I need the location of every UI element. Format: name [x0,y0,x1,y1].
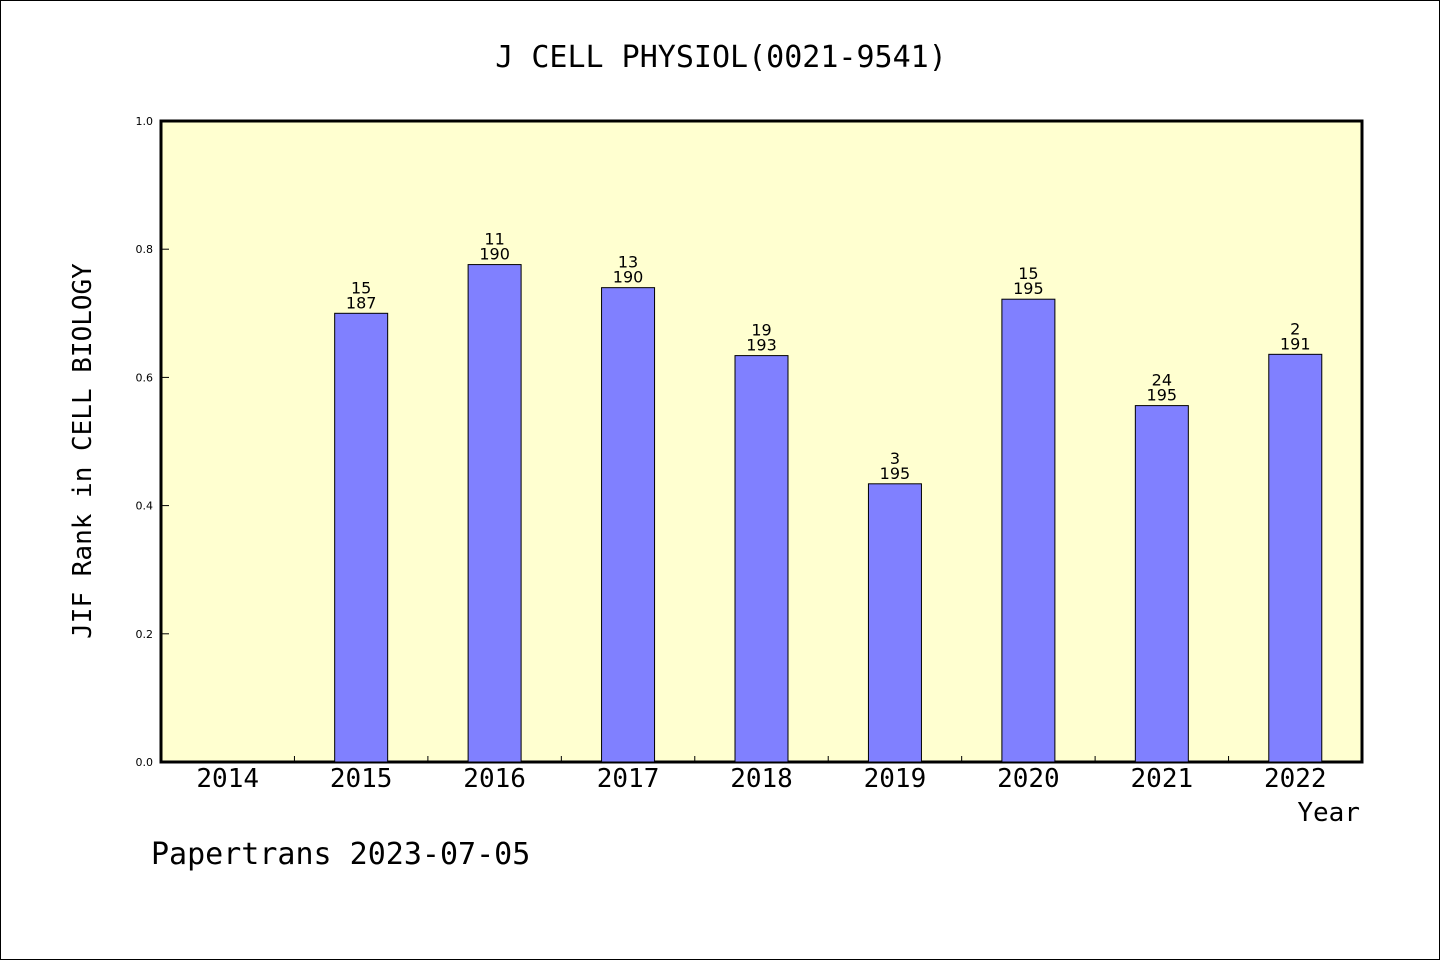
bar-rank-label: 11 [484,230,504,249]
bar-rank-label: 19 [751,321,771,340]
bar-total-label: 193 [746,336,777,355]
bar-total-label: 190 [613,268,644,287]
bar [867,483,922,763]
bar-rank-label: 3 [890,449,900,468]
y-axis-label: JIF Rank in CELL BIOLOGY [68,263,98,639]
chart-title: J CELL PHYSIOL(0021-9541) [495,40,947,75]
bar-rank-label: 2 [1290,319,1300,338]
x-tick-label: 2019 [864,764,927,794]
bars [334,264,1323,763]
y-tick-label: 0.6 [136,371,154,384]
y-tick-label: 0.2 [136,628,154,641]
x-axis-label: Year [1297,798,1360,828]
bar-rank-label: 13 [618,253,638,272]
bar [734,355,789,763]
bar [1001,298,1056,763]
bar-rank-label: 15 [1018,264,1038,283]
x-tick-label: 2020 [997,764,1060,794]
bar-rank-label: 15 [351,278,371,297]
x-tick-label: 2016 [463,764,526,794]
y-tick-label: 0.0 [136,756,154,769]
x-tick-label: 2014 [196,764,259,794]
bar-total-label: 195 [880,464,911,483]
bar-total-label: 187 [346,293,377,312]
bar-total-label: 195 [1013,279,1044,298]
bar [467,264,522,763]
bar-total-label: 190 [479,245,510,264]
y-tick-label: 0.4 [136,500,154,513]
x-tick-label: 2018 [730,764,793,794]
x-tick-label: 2015 [330,764,393,794]
x-tick-label: 2017 [597,764,660,794]
y-tick-label: 1.0 [136,115,154,128]
x-tick-label: 2022 [1264,764,1327,794]
bar [1268,353,1323,763]
y-tick-label: 0.8 [136,243,154,256]
bar-total-label: 195 [1147,386,1178,405]
footer-text: Papertrans 2023-07-05 [151,837,530,872]
x-axis: 2014 2015 2016 2017 2018 2019 2020 2021 2022 [196,756,1327,794]
bar-total-label: 191 [1280,334,1311,353]
x-tick-label: 2021 [1131,764,1194,794]
bar [1134,405,1189,763]
bar [601,287,656,763]
bar [334,312,389,763]
bar-rank-label: 24 [1152,371,1172,390]
y-axis: 0.0 0.2 0.4 0.6 0.8 1.0 [136,115,169,769]
